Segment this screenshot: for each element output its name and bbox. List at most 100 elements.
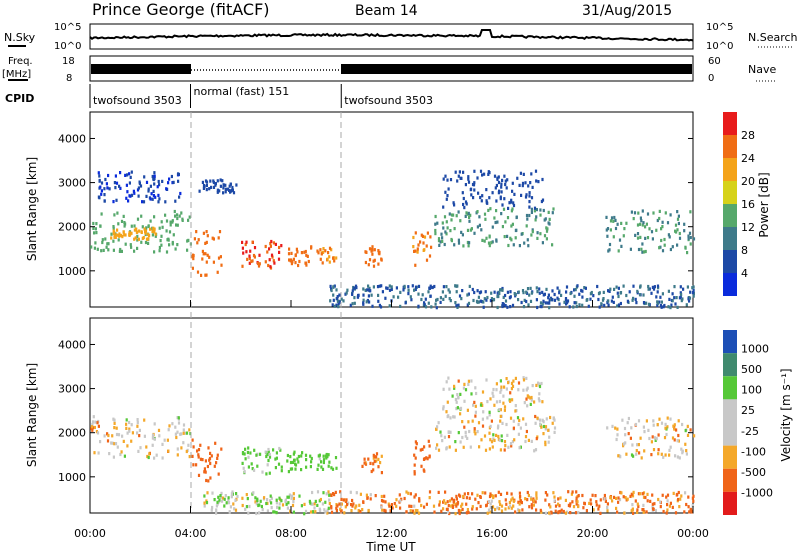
range-cell bbox=[138, 182, 141, 186]
range-cell bbox=[149, 184, 152, 188]
range-cell bbox=[474, 386, 477, 390]
range-cell bbox=[678, 231, 681, 236]
range-cell bbox=[462, 445, 465, 449]
range-cell bbox=[177, 172, 180, 176]
range-cell bbox=[204, 252, 207, 256]
range-cell bbox=[191, 438, 194, 442]
range-cell bbox=[216, 502, 219, 506]
range-cell bbox=[438, 243, 441, 247]
range-cell bbox=[427, 439, 430, 443]
range-cell bbox=[606, 227, 610, 231]
range-cell bbox=[535, 496, 538, 500]
range-cell bbox=[585, 298, 588, 302]
range-cell bbox=[289, 259, 292, 263]
range-cell bbox=[474, 410, 477, 414]
range-cell bbox=[672, 491, 675, 495]
range-cell bbox=[659, 500, 662, 504]
range-cell bbox=[617, 500, 620, 504]
range-cell bbox=[676, 210, 679, 214]
range-cell bbox=[319, 248, 322, 252]
range-cell bbox=[689, 235, 692, 240]
range-cell bbox=[465, 211, 468, 215]
range-cell bbox=[452, 201, 455, 205]
range-cell bbox=[500, 185, 503, 189]
range-cell bbox=[538, 392, 541, 396]
range-cell bbox=[166, 438, 169, 442]
range-cell bbox=[581, 493, 584, 498]
range-cell bbox=[454, 170, 457, 174]
range-cell bbox=[258, 511, 261, 515]
range-cell bbox=[380, 454, 383, 458]
range-cell bbox=[517, 388, 520, 392]
range-cell bbox=[564, 511, 567, 515]
range-cell bbox=[257, 503, 260, 508]
range-cell bbox=[214, 441, 217, 445]
range-cell bbox=[603, 497, 606, 501]
range-cell bbox=[123, 233, 126, 237]
range-cell bbox=[685, 502, 688, 507]
range-cell bbox=[448, 212, 451, 216]
range-cell bbox=[644, 249, 647, 254]
range-cell bbox=[222, 191, 225, 195]
range-cell bbox=[208, 456, 212, 461]
range-cell bbox=[621, 418, 624, 422]
range-cell bbox=[510, 381, 514, 385]
range-cell bbox=[116, 228, 119, 232]
range-cell bbox=[519, 171, 522, 175]
range-cell bbox=[94, 227, 97, 231]
range-cell bbox=[417, 292, 420, 296]
range-cell bbox=[134, 236, 137, 240]
range-cell bbox=[272, 259, 275, 263]
range-cell bbox=[248, 504, 251, 509]
range-cell bbox=[449, 299, 452, 303]
range-cell bbox=[601, 298, 605, 302]
range-cell bbox=[144, 231, 147, 235]
freq-unit: [MHz] bbox=[2, 69, 31, 80]
range-cell bbox=[316, 467, 319, 471]
range-cell bbox=[599, 511, 602, 515]
range-cell bbox=[673, 427, 676, 431]
range-cell bbox=[126, 173, 129, 177]
range-cell bbox=[598, 305, 601, 309]
range-cell bbox=[292, 460, 295, 464]
range-cell bbox=[473, 188, 476, 192]
range-cell bbox=[525, 193, 528, 197]
range-cell bbox=[223, 497, 226, 501]
range-cell bbox=[380, 257, 383, 261]
range-cell bbox=[459, 412, 462, 416]
range-cell bbox=[575, 304, 578, 309]
range-cell bbox=[512, 203, 516, 208]
range-cell bbox=[510, 492, 513, 496]
range-cell bbox=[338, 293, 341, 297]
range-cell bbox=[459, 219, 462, 223]
range-cell bbox=[462, 386, 465, 390]
range-cell bbox=[289, 467, 292, 471]
range-cell bbox=[467, 244, 470, 248]
range-cell bbox=[171, 219, 174, 223]
range-cell bbox=[642, 495, 646, 499]
range-cell bbox=[488, 234, 491, 238]
range-cell bbox=[417, 243, 420, 247]
range-cell bbox=[539, 213, 542, 217]
range-cell bbox=[331, 467, 335, 471]
range-cell bbox=[615, 437, 618, 442]
range-cell bbox=[278, 245, 281, 250]
range-cell bbox=[618, 498, 622, 502]
range-cell bbox=[648, 227, 651, 231]
range-cell bbox=[450, 218, 453, 222]
range-cell bbox=[493, 403, 496, 407]
range-cell bbox=[205, 260, 208, 264]
range-cell bbox=[305, 458, 308, 462]
range-cell bbox=[444, 230, 447, 234]
range-cell bbox=[642, 293, 645, 297]
range-cell bbox=[444, 490, 447, 494]
range-cell bbox=[339, 507, 342, 511]
range-cell bbox=[456, 305, 459, 309]
range-cell bbox=[457, 303, 460, 307]
range-cell bbox=[634, 499, 637, 503]
range-cell bbox=[615, 496, 618, 500]
range-cell bbox=[502, 295, 505, 299]
range-cell bbox=[317, 463, 320, 467]
range-cell bbox=[642, 221, 645, 225]
range-cell bbox=[631, 494, 635, 498]
